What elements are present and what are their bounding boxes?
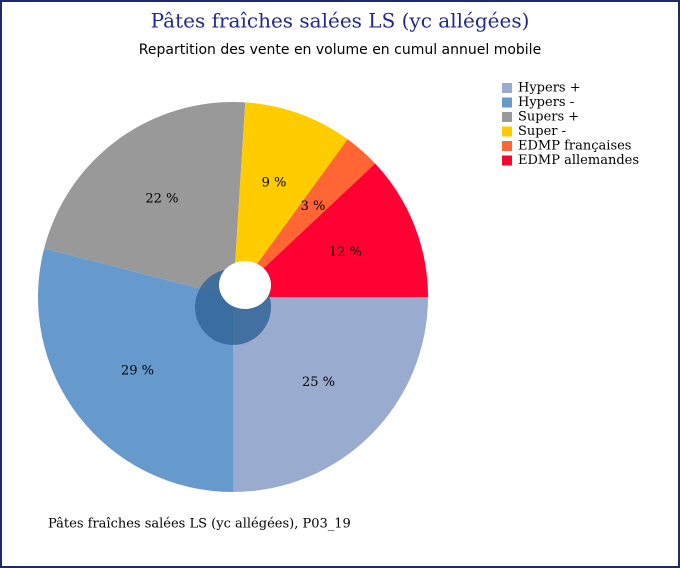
data-label: 29 % bbox=[121, 364, 154, 379]
legend-swatch bbox=[502, 112, 512, 122]
pie-hole bbox=[219, 261, 271, 309]
legend-label: Hypers - bbox=[518, 95, 574, 110]
chart-title: Pâtes fraîches salées LS (yc allégées) bbox=[151, 9, 530, 33]
note: Pâtes fraîches salées LS (yc allégées), … bbox=[48, 517, 351, 532]
pie-slice bbox=[233, 139, 376, 297]
legend-swatch bbox=[502, 141, 512, 151]
legend-swatch bbox=[502, 126, 512, 137]
legend-swatch bbox=[502, 97, 512, 108]
pie-slice bbox=[233, 102, 348, 297]
chart-subtitle: Repartition des vente en volume en cumul… bbox=[139, 42, 541, 58]
pie-slice bbox=[233, 297, 428, 492]
pie-slice bbox=[44, 102, 246, 297]
data-label: 3 % bbox=[301, 199, 326, 214]
legend-label: Supers + bbox=[518, 110, 579, 125]
data-label: 12 % bbox=[329, 245, 362, 260]
legend-label: EDMP françaises bbox=[518, 139, 631, 154]
data-label: 9 % bbox=[262, 176, 287, 191]
legend-swatch bbox=[502, 83, 512, 93]
pie-slice bbox=[233, 163, 428, 297]
legend-label: Super - bbox=[518, 124, 566, 139]
legend-swatch bbox=[502, 155, 512, 166]
data-label: 22 % bbox=[145, 192, 178, 207]
data-label: 25 % bbox=[302, 375, 335, 390]
pie-slice bbox=[37, 248, 233, 492]
legend-label: EDMP allemandes bbox=[518, 153, 639, 168]
legend-label: Hypers + bbox=[518, 81, 581, 96]
